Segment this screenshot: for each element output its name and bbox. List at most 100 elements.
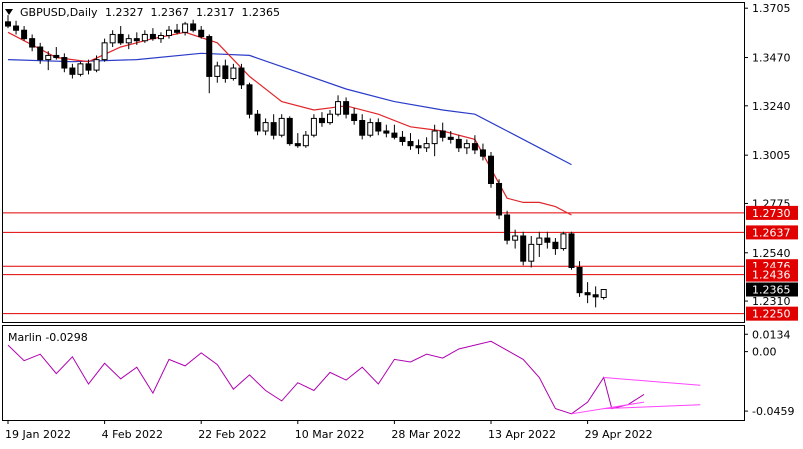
candle <box>5 15 11 29</box>
candle <box>294 133 301 148</box>
date-tick-label: 4 Feb 2022 <box>102 428 163 441</box>
ma-fast-line <box>7 31 572 216</box>
candle-body-bear <box>61 57 68 69</box>
ohlc-readout: 1.2327 1.2367 1.2317 1.2365 <box>105 6 280 19</box>
candle <box>439 122 446 142</box>
candle-body-bear <box>544 237 551 243</box>
candle <box>560 231 567 251</box>
marlin-line <box>7 340 645 415</box>
candle-body-bear <box>53 54 60 59</box>
candle <box>584 282 591 304</box>
price-axis: 1.37051.34701.32401.30051.27751.25401.23… <box>744 2 798 321</box>
candle-body-bear <box>13 25 20 31</box>
candle <box>133 32 140 45</box>
candle <box>407 133 414 150</box>
candle <box>61 53 68 73</box>
candle <box>157 32 164 43</box>
candle <box>359 114 366 140</box>
level-price-badge: 1.2250 <box>746 306 798 321</box>
date-tick-label: 13 Apr 2022 <box>488 428 556 441</box>
candle <box>206 34 213 94</box>
candle <box>351 107 358 125</box>
candle <box>600 289 607 300</box>
candle-body-bull <box>125 38 132 44</box>
candle-body-bull <box>536 237 543 245</box>
candle <box>463 139 470 155</box>
indicator-tick-label: 0.00 <box>752 346 777 359</box>
candle <box>109 30 116 48</box>
candle <box>238 63 245 90</box>
date-tick-label: 29 Apr 2022 <box>585 428 653 441</box>
candle <box>270 114 277 140</box>
candle <box>222 59 229 83</box>
candle <box>383 124 390 138</box>
horizontal-levels <box>3 212 744 315</box>
candle <box>592 286 599 308</box>
candle-body-bear <box>520 235 527 262</box>
candle-body-bull <box>45 54 52 61</box>
candle-body-bull <box>310 117 317 136</box>
candle-body-bear <box>568 233 575 268</box>
trend-line[interactable] <box>571 401 645 415</box>
badge-background <box>746 205 798 220</box>
candle-body-bear <box>117 33 124 44</box>
indicator-tick-label: -0.0459 <box>752 405 794 418</box>
candle-body-bull <box>93 59 100 71</box>
ma-slow-line <box>7 52 572 166</box>
candle-body-bear <box>149 33 156 40</box>
candle-body-bear <box>584 292 591 296</box>
level-price-badge: 1.2436 <box>746 267 798 282</box>
date-axis: 19 Jan 2022 4 Feb 2022 22 Feb 2022 10 Mar 2… <box>5 420 653 441</box>
candle-body-bear <box>318 117 325 124</box>
price-tick-label: 1.3240 <box>752 100 791 113</box>
candle <box>327 110 333 125</box>
candle <box>302 131 309 148</box>
price-tick-label: 1.2540 <box>752 247 791 260</box>
candle <box>246 82 253 119</box>
price-tick-label: 1.3005 <box>752 149 791 162</box>
candle-body-bear <box>286 117 293 145</box>
candle <box>520 231 527 266</box>
candle <box>69 63 76 79</box>
price-tick-label: 1.2310 <box>752 295 791 308</box>
candle <box>310 114 317 138</box>
candle <box>479 143 486 161</box>
triangle-down-icon[interactable] <box>5 9 13 15</box>
candle-body-bull <box>423 143 430 149</box>
candle-body-bear <box>21 29 28 40</box>
candle-body-bear <box>5 21 11 27</box>
date-tick-label: 22 Feb 2022 <box>198 428 266 441</box>
candle-body-bear <box>29 38 36 48</box>
badge-background <box>746 306 798 321</box>
badge-label: 1.2436 <box>752 269 791 282</box>
badge-label: 1.2637 <box>752 226 791 239</box>
trend-line[interactable] <box>603 404 701 410</box>
candle <box>415 139 422 155</box>
candle <box>214 61 221 83</box>
moving-averages <box>7 31 572 216</box>
candle <box>254 110 261 136</box>
candle <box>101 38 108 62</box>
candle <box>77 61 84 77</box>
trend-line[interactable] <box>603 377 701 386</box>
candle-body-bear <box>294 143 301 147</box>
candle-body-bear <box>552 241 559 250</box>
candle-body-bear <box>198 29 205 38</box>
candlesticks <box>5 15 607 308</box>
indicator-tick-label: 0.0134 <box>752 328 791 341</box>
candle <box>552 238 559 255</box>
indicator-label: Marlin -0.0298 <box>8 331 88 344</box>
indicator-axis: 0.0134 0.00 -0.0459 <box>744 328 794 418</box>
candle-body-bear <box>375 122 382 132</box>
candle-body-bear <box>133 38 140 42</box>
candle-body-bear <box>254 113 261 132</box>
candle-body-bear <box>479 149 486 157</box>
price-tick-label: 1.3705 <box>752 2 791 15</box>
candle <box>431 124 438 157</box>
candle <box>391 124 398 140</box>
badge-background <box>746 225 798 240</box>
candle-body-bull <box>335 101 342 115</box>
candle <box>166 26 172 39</box>
candle-body-bull <box>166 29 172 36</box>
